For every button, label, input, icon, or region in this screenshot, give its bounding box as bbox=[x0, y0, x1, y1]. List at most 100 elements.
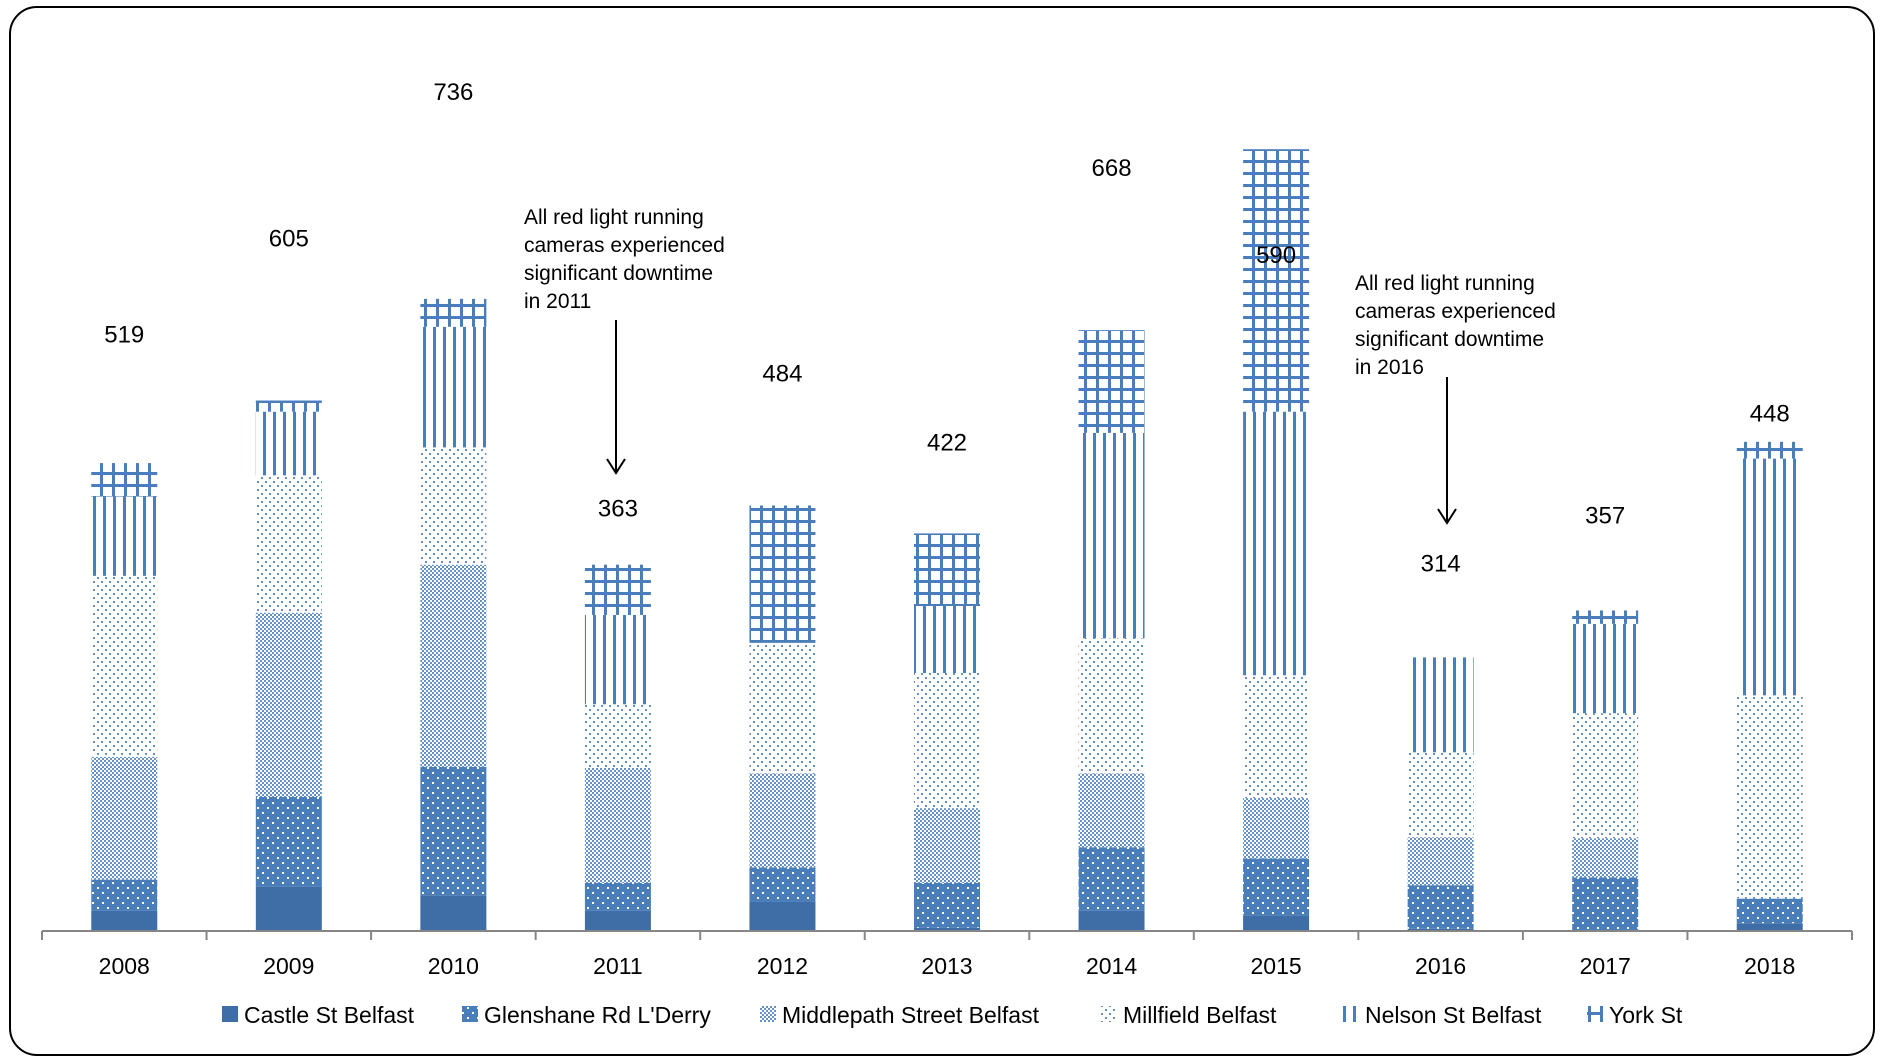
x-tick-label-2011: 2011 bbox=[593, 953, 642, 979]
x-tick-label-2015: 2015 bbox=[1251, 953, 1302, 979]
legend-label: York St bbox=[1609, 1002, 1683, 1028]
bar-2012-millfield-belfast bbox=[749, 642, 816, 774]
bar-2013-york-st bbox=[914, 533, 980, 606]
bar-2014-castle-st-belfast bbox=[1078, 910, 1145, 931]
legend-label: Millfield Belfast bbox=[1123, 1002, 1277, 1028]
bar-2011-york-st bbox=[584, 564, 651, 615]
total-label-2013: 422 bbox=[927, 430, 967, 457]
bar-2011-glenshane-rd-l-derry bbox=[584, 882, 651, 911]
bar-2016-millfield-belfast bbox=[1407, 752, 1474, 838]
total-labels: 519 605 736 363 484 422 668 590 314 357 448 bbox=[104, 79, 1790, 577]
bar-2014-middlepath-street-belfast bbox=[1078, 773, 1145, 848]
annotation-arrow-head-icon bbox=[606, 458, 626, 475]
bar-2011-nelson-st-belfast bbox=[584, 614, 651, 705]
legend-item-nelson-st-belfast: Nelson St Belfast bbox=[1343, 1002, 1542, 1028]
annotation-text-line: significant downtime bbox=[1355, 328, 1544, 351]
annotation-2011: All red light running cameras experienced… bbox=[524, 206, 725, 475]
total-label-2015: 590 bbox=[1256, 242, 1296, 269]
bar-2011-middlepath-street-belfast bbox=[584, 767, 651, 883]
bar-2010-millfield-belfast bbox=[420, 447, 487, 565]
bar-2013-nelson-st-belfast bbox=[914, 605, 980, 674]
x-tick-label-2009: 2009 bbox=[263, 953, 314, 979]
x-tick-label-2012: 2012 bbox=[757, 953, 808, 979]
legend-label: Glenshane Rd L'Derry bbox=[484, 1002, 711, 1028]
bar-2018-york-st bbox=[1736, 441, 1803, 459]
bar-2015-glenshane-rd-l-derry bbox=[1243, 858, 1310, 916]
bar-2015-york-st bbox=[1243, 149, 1310, 412]
total-label-2016: 314 bbox=[1421, 550, 1461, 577]
bar-2009-glenshane-rd-l-derry bbox=[255, 796, 322, 887]
total-label-2011: 363 bbox=[598, 496, 638, 523]
bar-2010-castle-st-belfast bbox=[420, 895, 487, 931]
bar-2012-york-st bbox=[749, 505, 816, 643]
bar-2009-millfield-belfast bbox=[255, 475, 322, 613]
x-tick-label-2016: 2016 bbox=[1415, 953, 1466, 979]
bar-2010-middlepath-street-belfast bbox=[420, 564, 487, 767]
annotation-text-line: All red light running bbox=[1355, 272, 1535, 295]
legend-item-millfield-belfast: Millfield Belfast bbox=[1101, 1002, 1277, 1028]
bar-2011-millfield-belfast bbox=[584, 704, 651, 768]
legend-swatch bbox=[1343, 1006, 1359, 1022]
annotation-arrow-head-icon bbox=[1437, 508, 1457, 525]
bar-2015-nelson-st-belfast bbox=[1243, 411, 1310, 676]
bar-2015-castle-st-belfast bbox=[1243, 915, 1310, 931]
bar-2012-middlepath-street-belfast bbox=[749, 773, 816, 868]
legend-item-middlepath-street-belfast: Middlepath Street Belfast bbox=[760, 1002, 1040, 1028]
annotation-text-line: cameras experienced bbox=[1355, 300, 1556, 323]
bar-2008-castle-st-belfast bbox=[91, 910, 158, 931]
total-label-2008: 519 bbox=[104, 321, 144, 348]
bar-2012-castle-st-belfast bbox=[749, 901, 816, 931]
bar-2017-millfield-belfast bbox=[1572, 713, 1639, 839]
bar-2013-middlepath-street-belfast bbox=[914, 808, 980, 883]
bar-2014-millfield-belfast bbox=[1078, 638, 1145, 774]
legend-swatch bbox=[1587, 1006, 1603, 1022]
bar-2016-middlepath-street-belfast bbox=[1407, 837, 1474, 886]
bar-2018-nelson-st-belfast bbox=[1736, 458, 1803, 696]
bar-2016-castle-st-belfast bbox=[1407, 928, 1474, 931]
bar-2009-castle-st-belfast bbox=[255, 886, 322, 931]
bar-2015-millfield-belfast bbox=[1243, 675, 1310, 799]
legend-swatch bbox=[462, 1006, 478, 1022]
legend-swatch bbox=[1101, 1006, 1117, 1022]
x-tick-label-2017: 2017 bbox=[1580, 953, 1631, 979]
x-tick-label-2014: 2014 bbox=[1086, 953, 1137, 979]
total-label-2017: 357 bbox=[1585, 502, 1625, 529]
bar-2010-nelson-st-belfast bbox=[420, 326, 487, 448]
annotation-text-line: cameras experienced bbox=[524, 234, 725, 257]
bar-2013-millfield-belfast bbox=[914, 673, 980, 809]
legend-swatch bbox=[222, 1006, 238, 1022]
bar-2017-glenshane-rd-l-derry bbox=[1572, 877, 1639, 931]
total-label-2014: 668 bbox=[1092, 155, 1132, 182]
annotation-text-line: in 2011 bbox=[524, 290, 591, 313]
bar-2017-middlepath-street-belfast bbox=[1572, 838, 1639, 878]
bar-2014-glenshane-rd-l-derry bbox=[1078, 847, 1145, 911]
annotation-text-line: in 2016 bbox=[1355, 356, 1424, 379]
legend-label: Castle St Belfast bbox=[244, 1002, 415, 1028]
bar-2017-york-st bbox=[1572, 610, 1639, 624]
x-tick-label-2018: 2018 bbox=[1744, 953, 1795, 979]
bar-2015-middlepath-street-belfast bbox=[1243, 798, 1310, 859]
bar-2008-middlepath-street-belfast bbox=[91, 756, 158, 880]
bar-2008-york-st bbox=[91, 463, 158, 497]
annotation-text-line: All red light running bbox=[524, 206, 704, 229]
x-tick-label-2008: 2008 bbox=[99, 953, 150, 979]
legend-label: Middlepath Street Belfast bbox=[782, 1002, 1040, 1028]
bar-2012-glenshane-rd-l-derry bbox=[749, 867, 816, 902]
total-label-2010: 736 bbox=[433, 79, 473, 106]
bar-2009-nelson-st-belfast bbox=[255, 411, 322, 476]
bar-2008-nelson-st-belfast bbox=[91, 496, 158, 576]
bar-2018-castle-st-belfast bbox=[1736, 923, 1803, 931]
legend-swatch bbox=[760, 1006, 776, 1022]
total-label-2009: 605 bbox=[269, 225, 309, 252]
total-label-2012: 484 bbox=[762, 360, 802, 387]
legend: Castle St Belfast Glenshane Rd L'Derry Mid… bbox=[222, 1002, 1683, 1028]
annotation-2016: All red light running cameras experienced… bbox=[1355, 272, 1556, 525]
bar-2017-nelson-st-belfast bbox=[1572, 623, 1639, 714]
annotations: All red light running cameras experienced… bbox=[524, 206, 1556, 525]
bar-2014-york-st bbox=[1078, 330, 1145, 433]
bar-2010-glenshane-rd-l-derry bbox=[420, 766, 487, 896]
legend-item-castle-st-belfast: Castle St Belfast bbox=[222, 1002, 415, 1028]
bar-2016-glenshane-rd-l-derry bbox=[1407, 885, 1474, 929]
bar-2009-york-st bbox=[255, 400, 322, 412]
